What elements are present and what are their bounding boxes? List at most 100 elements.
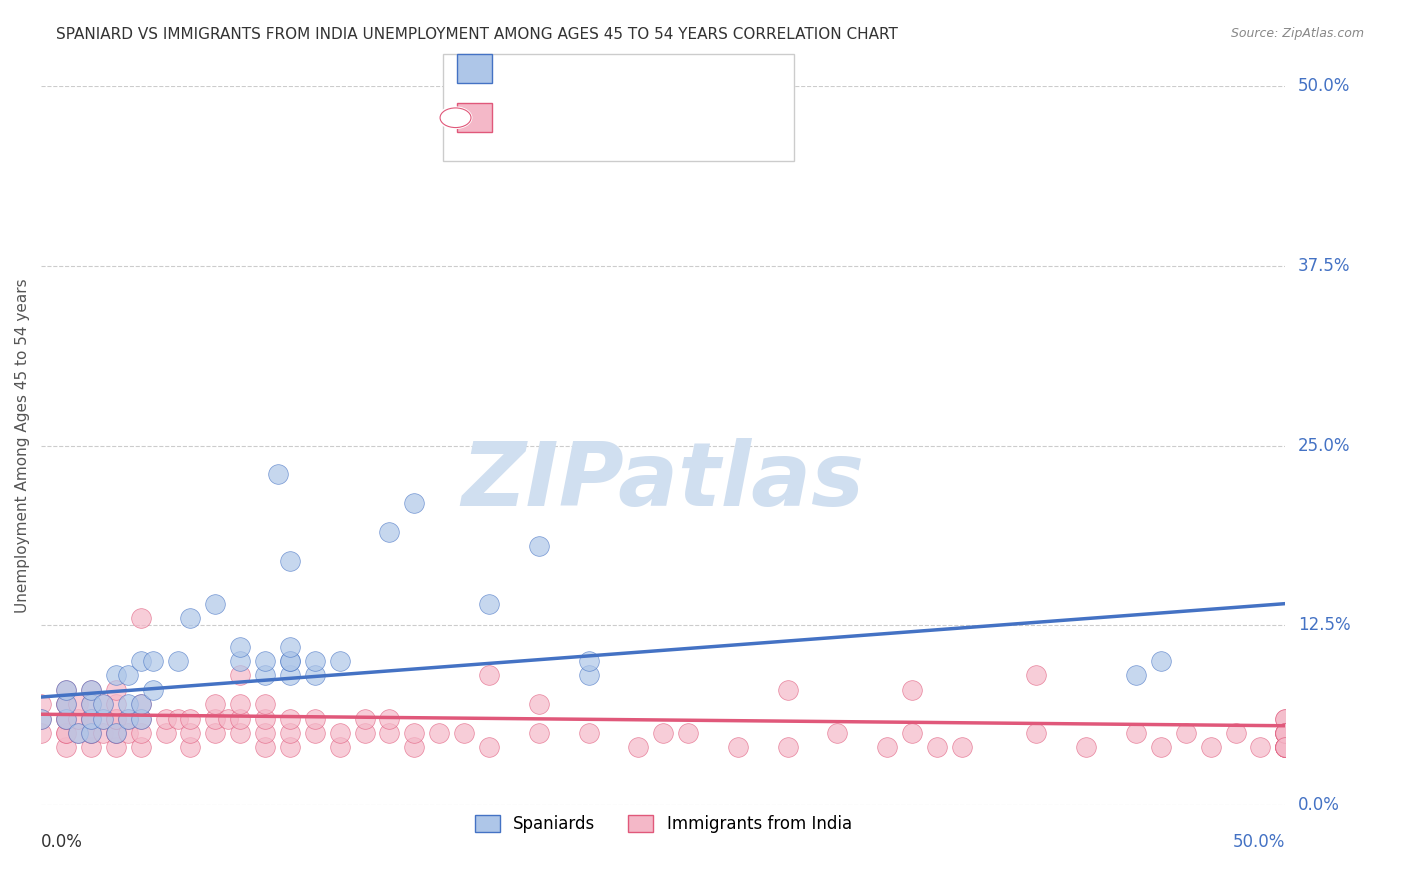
- Point: [229, 668, 252, 682]
- Text: 37.5%: 37.5%: [1298, 257, 1350, 275]
- Point: [80, 697, 103, 711]
- Point: [478, 740, 501, 755]
- Point: [453, 726, 475, 740]
- Point: [229, 640, 252, 654]
- Point: [925, 740, 948, 755]
- Point: [278, 712, 301, 726]
- Point: [55, 712, 77, 726]
- Point: [91, 712, 114, 726]
- Point: [652, 726, 675, 740]
- Text: -0.106: -0.106: [541, 109, 596, 123]
- Point: [1274, 740, 1296, 755]
- Point: [627, 740, 650, 755]
- Point: [67, 697, 90, 711]
- Point: [404, 496, 426, 510]
- Point: [55, 697, 77, 711]
- Point: [104, 740, 127, 755]
- Point: [80, 682, 103, 697]
- Point: [129, 712, 152, 726]
- Point: [776, 682, 799, 697]
- Point: [304, 668, 326, 682]
- Text: Source: ZipAtlas.com: Source: ZipAtlas.com: [1230, 27, 1364, 40]
- Text: 0.0%: 0.0%: [41, 833, 83, 852]
- Point: [1274, 740, 1296, 755]
- Point: [876, 740, 898, 755]
- Point: [304, 726, 326, 740]
- Text: 50.0%: 50.0%: [1233, 833, 1285, 852]
- Point: [155, 726, 177, 740]
- Point: [901, 726, 924, 740]
- Point: [117, 697, 139, 711]
- Point: [1225, 726, 1247, 740]
- Point: [55, 682, 77, 697]
- Point: [1025, 726, 1047, 740]
- Point: [304, 712, 326, 726]
- Y-axis label: Unemployment Among Ages 45 to 54 years: Unemployment Among Ages 45 to 54 years: [15, 278, 30, 613]
- Point: [67, 726, 90, 740]
- Point: [278, 740, 301, 755]
- Point: [1125, 726, 1147, 740]
- Point: [30, 712, 52, 726]
- Point: [404, 726, 426, 740]
- Point: [727, 740, 749, 755]
- Text: 0.0%: 0.0%: [1298, 796, 1340, 814]
- Point: [578, 654, 600, 668]
- Point: [104, 726, 127, 740]
- Point: [129, 726, 152, 740]
- Point: [1274, 712, 1296, 726]
- Point: [217, 712, 239, 726]
- Point: [254, 697, 277, 711]
- Point: [142, 654, 165, 668]
- Point: [104, 712, 127, 726]
- Point: [104, 668, 127, 682]
- Point: [179, 740, 201, 755]
- Point: [80, 712, 103, 726]
- Point: [950, 740, 973, 755]
- Point: [676, 726, 699, 740]
- Point: [80, 712, 103, 726]
- Point: [578, 726, 600, 740]
- Point: [179, 726, 201, 740]
- Point: [278, 668, 301, 682]
- Text: R =: R =: [506, 60, 540, 74]
- Point: [204, 597, 226, 611]
- Point: [353, 726, 375, 740]
- Point: [329, 654, 352, 668]
- Point: [1274, 712, 1296, 726]
- Point: [55, 740, 77, 755]
- Text: 25.0%: 25.0%: [1298, 436, 1350, 455]
- Point: [527, 726, 550, 740]
- Point: [80, 726, 103, 740]
- Point: [827, 726, 849, 740]
- Point: [278, 654, 301, 668]
- Point: [179, 712, 201, 726]
- Point: [1274, 726, 1296, 740]
- Point: [117, 712, 139, 726]
- Point: [278, 640, 301, 654]
- Legend: Spaniards, Immigrants from India: Spaniards, Immigrants from India: [468, 808, 859, 839]
- Point: [901, 682, 924, 697]
- Text: SPANIARD VS IMMIGRANTS FROM INDIA UNEMPLOYMENT AMONG AGES 45 TO 54 YEARS CORRELA: SPANIARD VS IMMIGRANTS FROM INDIA UNEMPL…: [56, 27, 898, 42]
- Point: [91, 712, 114, 726]
- Text: 50.0%: 50.0%: [1298, 78, 1350, 95]
- Point: [55, 697, 77, 711]
- Point: [378, 712, 401, 726]
- Point: [129, 611, 152, 625]
- Point: [67, 712, 90, 726]
- Point: [1274, 726, 1296, 740]
- Point: [91, 697, 114, 711]
- Point: [55, 726, 77, 740]
- Point: [254, 726, 277, 740]
- Point: [204, 712, 226, 726]
- Point: [229, 712, 252, 726]
- Point: [67, 726, 90, 740]
- Text: 45: 45: [637, 60, 664, 74]
- Point: [80, 726, 103, 740]
- Point: [527, 539, 550, 553]
- Point: [404, 740, 426, 755]
- Point: [1274, 726, 1296, 740]
- Point: [478, 597, 501, 611]
- Point: [427, 726, 450, 740]
- Point: [104, 726, 127, 740]
- Point: [155, 712, 177, 726]
